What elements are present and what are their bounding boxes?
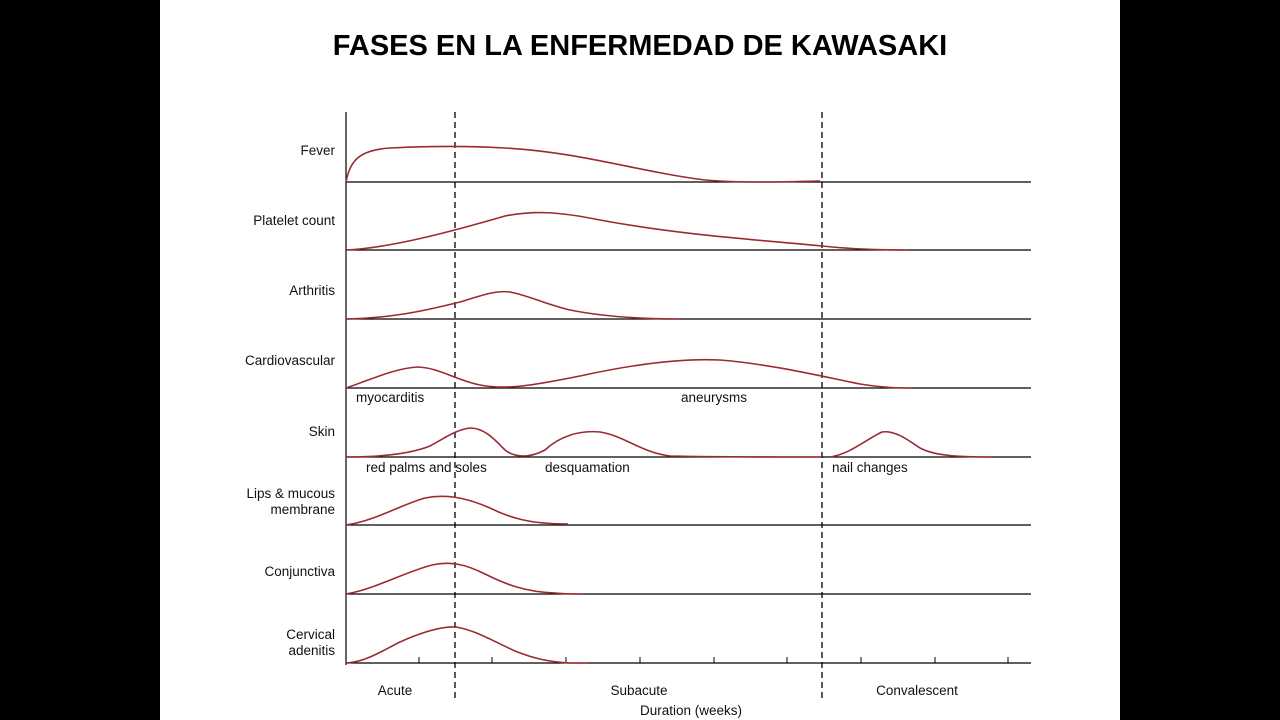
slide-title: FASES EN LA ENFERMEDAD DE KAWASAKI — [332, 30, 948, 62]
fever-curve — [345, 145, 821, 183]
row-label-conjunctiva: Conjunctiva — [264, 564, 335, 579]
phase-label-convalescent: Convalescent — [876, 683, 958, 698]
cardiovascular-curve — [345, 358, 913, 389]
platelet-curve — [345, 211, 909, 251]
x-axis-ticks — [418, 657, 1009, 663]
phase-label-subacute: Subacute — [610, 683, 667, 698]
arthritis-curve — [345, 290, 681, 320]
row-label-lips-line1: Lips & mucous — [246, 486, 335, 501]
kawasaki-phases-diagram: Fever Platelet count Arthritis Cardiovas… — [245, 112, 1031, 718]
row-label-skin: Skin — [309, 424, 335, 439]
conjunctiva-curve — [345, 562, 584, 595]
x-axis-title: Duration (weeks) — [640, 703, 742, 718]
annotation-desquamation: desquamation — [545, 460, 630, 475]
skin-curve-2 — [829, 430, 993, 458]
slide: FASES EN LA ENFERMEDAD DE KAWASAKI — [160, 0, 1120, 720]
curves — [345, 145, 993, 664]
row-label-adenitis-line1: Cervical — [286, 627, 335, 642]
adenitis-curve — [345, 626, 588, 664]
row-label-cardiovascular: Cardiovascular — [245, 353, 336, 368]
annotation-red-palms: red palms and soles — [366, 460, 487, 475]
phase-label-acute: Acute — [378, 683, 413, 698]
lips-curve — [345, 495, 569, 526]
annotation-aneurysms: aneurysms — [681, 390, 747, 405]
row-label-arthritis: Arthritis — [289, 283, 335, 298]
skin-curve-1 — [345, 427, 823, 458]
annotation-nail-changes: nail changes — [832, 460, 908, 475]
row-label-adenitis-line2: adenitis — [288, 643, 335, 658]
row-label-fever: Fever — [300, 143, 335, 158]
row-label-platelet: Platelet count — [253, 213, 335, 228]
annotation-myocarditis: myocarditis — [356, 390, 425, 405]
row-label-lips-line2: membrane — [270, 502, 335, 517]
